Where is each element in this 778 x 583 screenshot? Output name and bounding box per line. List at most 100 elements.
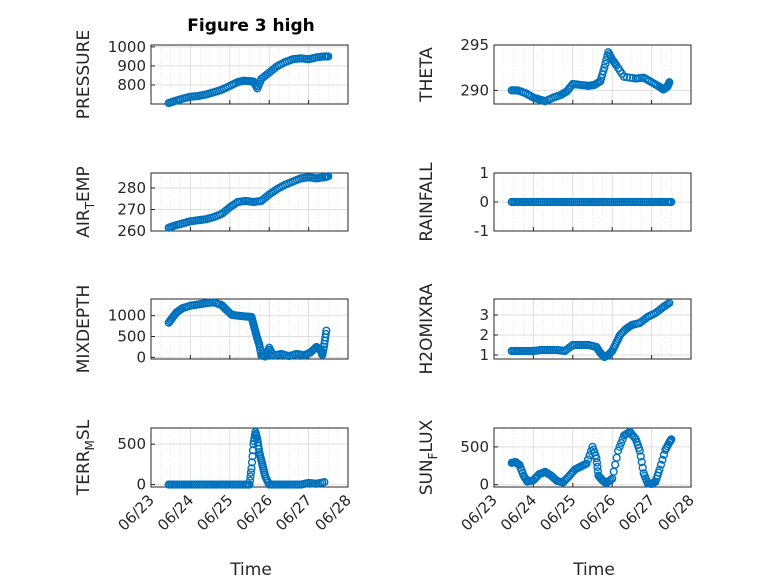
x-tick-label: 06/26 <box>576 491 619 534</box>
y-tick-label: 2 <box>479 326 489 344</box>
y-axis-label: AIRTEMP <box>74 166 97 237</box>
data-point <box>659 450 669 459</box>
data-point <box>254 444 263 454</box>
data-point <box>320 478 329 487</box>
data-point <box>622 73 632 82</box>
y-tick-label: 0 <box>136 348 146 366</box>
y-tick-label: 0 <box>479 193 489 211</box>
y-axis-label: H2OMIXRA <box>417 283 437 374</box>
data-point <box>583 455 593 464</box>
data-point <box>582 459 591 468</box>
x-tick-label: 06/28 <box>312 491 355 534</box>
data-point <box>246 468 256 477</box>
data-point <box>630 433 639 442</box>
figure-title: Figure 3 high <box>187 16 315 36</box>
data-point <box>663 299 672 309</box>
x-tick-label: 06/24 <box>154 491 197 534</box>
data-point <box>637 457 646 467</box>
data-point <box>667 435 676 444</box>
y-tick-label: 295 <box>460 36 489 54</box>
y-tick-label: 500 <box>117 328 146 346</box>
data-point <box>247 464 256 473</box>
data-point <box>599 66 608 76</box>
y-axis-label: PRESSURE <box>74 30 94 119</box>
x-tick-label: 06/23 <box>115 491 158 534</box>
x-tick-label: 06/25 <box>536 491 579 534</box>
y-tick-label: 1 <box>479 164 489 182</box>
data-point <box>665 78 674 87</box>
y-axis-label: THETA <box>417 47 437 103</box>
data-point <box>600 63 609 72</box>
x-tick-label: 06/25 <box>193 491 236 534</box>
x-tick-label: 06/27 <box>272 491 315 534</box>
subplot-rainfall: -1 0 1 RAINFALL <box>417 162 692 242</box>
axes-box <box>493 298 692 360</box>
data-point <box>592 454 601 463</box>
data-point <box>245 476 255 485</box>
data-point <box>619 72 629 81</box>
y-tick-label: 500 <box>117 435 146 453</box>
x-tick-label: 06/23 <box>458 491 501 534</box>
data-point <box>614 446 623 455</box>
subplot-air-temp: 260 270 280 AIRTEMP <box>74 166 349 240</box>
axes-box <box>150 44 349 105</box>
y-tick-label: 290 <box>460 81 489 99</box>
data-point <box>616 439 626 448</box>
data-point <box>324 52 333 61</box>
y-axis-label: RAINFALL <box>417 162 437 242</box>
data-point <box>248 452 257 461</box>
y-tick-label: 900 <box>117 57 146 75</box>
y-tick-label: 0 <box>479 476 489 494</box>
data-point <box>593 462 602 472</box>
data-point <box>606 475 615 484</box>
y-tick-label: 270 <box>117 201 146 219</box>
axes-box <box>493 427 692 488</box>
data-point <box>655 465 664 474</box>
y-tick-label: -1 <box>474 222 489 240</box>
data-point <box>667 197 676 207</box>
y-tick-label: 0 <box>136 476 146 494</box>
subplot-mixdepth: 0 500 1000 MIXDEPTH <box>74 285 349 374</box>
y-axis-label: SUNFLUX <box>417 419 440 495</box>
data-point <box>601 59 610 68</box>
y-tick-label: 3 <box>479 306 489 324</box>
subplot-h2omixra: 1 2 3 H2OMIXRA <box>417 283 692 375</box>
data-point <box>247 458 257 467</box>
x-tick-label: 06/26 <box>233 491 276 534</box>
y-tick-label: 260 <box>117 222 146 240</box>
y-tick-label: 500 <box>460 438 489 456</box>
data-point <box>636 452 645 461</box>
axes-box <box>150 298 349 360</box>
x-tick-label: 06/24 <box>497 491 540 534</box>
data-point <box>658 455 667 464</box>
data-point <box>615 442 624 452</box>
y-tick-label: 1000 <box>108 38 146 56</box>
data-point <box>322 326 331 335</box>
data-point <box>324 172 333 181</box>
data-point <box>592 458 602 467</box>
data-point <box>656 460 666 469</box>
data-point <box>665 298 674 308</box>
y-tick-label: 1 <box>479 346 489 364</box>
x-axis-label-right: Time <box>572 560 615 580</box>
y-axis-label: MIXDEPTH <box>74 285 94 374</box>
data-point <box>321 329 330 339</box>
data-point <box>625 73 635 82</box>
data-point <box>638 463 647 472</box>
y-axis-label: TERRMSL <box>74 419 97 496</box>
x-tick-label: 06/28 <box>655 491 698 534</box>
x-tick-label: 06/27 <box>615 491 658 534</box>
data-point <box>246 472 255 481</box>
subplot-theta: 290 295 THETA <box>417 36 692 106</box>
axes-box <box>493 44 692 105</box>
axes-box <box>150 172 349 232</box>
data-point <box>245 480 254 489</box>
x-axis-label-left: Time <box>229 560 272 580</box>
y-tick-label: 800 <box>117 76 146 94</box>
y-tick-label: 280 <box>117 179 146 197</box>
